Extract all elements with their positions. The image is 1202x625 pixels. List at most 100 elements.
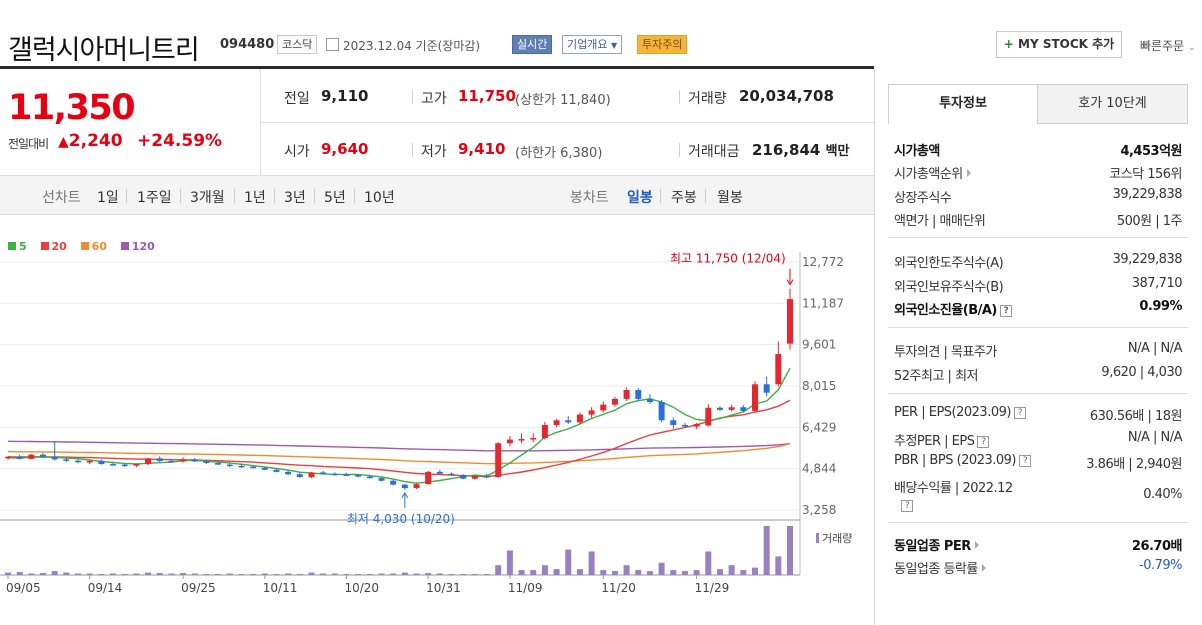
volume-value: 20,034,708: [739, 87, 834, 105]
period-5y[interactable]: 5년: [324, 190, 346, 206]
separator: [660, 189, 661, 203]
candle-chart-label: 봉차트: [570, 190, 609, 206]
high-value: 11,750: [458, 87, 516, 105]
volume-bar: [145, 572, 152, 575]
candle-body: [728, 407, 735, 410]
candle-body: [203, 461, 210, 464]
price-chart[interactable]: 12,772 11,187 9,601 8,015 6,429 4,844 3,258 09/…: [0, 252, 874, 602]
x-tick-label: 09/14: [88, 581, 123, 595]
separator: [412, 90, 413, 104]
period-daily[interactable]: 일봉: [627, 190, 653, 206]
legend-ma5: 5: [8, 240, 27, 253]
info-row: 외국인소진율(B/A)? 0.99%: [894, 299, 1182, 318]
candle-body: [145, 458, 152, 465]
candle-body: [775, 354, 782, 385]
warning-badge: 투자주의: [637, 35, 688, 54]
change-value: ▲2,240: [58, 131, 123, 151]
candle-body: [530, 438, 537, 440]
period-1d[interactable]: 1일: [97, 190, 119, 206]
info-row: 배당수익률 | 2022.12? 0.40%: [894, 481, 1182, 512]
candle-body: [693, 423, 700, 427]
info-row[interactable]: 동일업종 PER 26.70배: [894, 539, 1183, 554]
volume-bar: [226, 573, 233, 575]
volume-bar: [51, 571, 58, 575]
volume-bar: [28, 573, 35, 575]
low-value: 9,410: [458, 140, 506, 158]
candle-body: [285, 471, 292, 475]
volume-bar: [681, 571, 688, 575]
candle-body: [553, 420, 560, 425]
candle-body: [16, 456, 23, 459]
quick-order-button[interactable]: 빠른주문 ⌄: [1140, 37, 1196, 54]
open-value: 9,640: [321, 140, 369, 158]
company-overview-dropdown[interactable]: 기업개요 ▼: [562, 35, 623, 54]
volume-label: 거래량: [822, 532, 852, 545]
volume-bar: [576, 569, 583, 575]
volume-bar: [460, 574, 467, 575]
candle-body: [121, 464, 128, 467]
legend-swatch: [120, 242, 129, 250]
candle-body: [413, 484, 420, 489]
period-monthly[interactable]: 월봉: [717, 190, 743, 206]
tab-invest-info[interactable]: 투자정보: [888, 84, 1038, 124]
trade-value: 216,844 백만: [752, 140, 849, 159]
volume-bar: [518, 570, 525, 575]
info-row: 액면가 | 매매단위 500원 | 1주: [894, 214, 1183, 229]
lower-limit: (하한가 6,380): [515, 146, 603, 161]
period-1w[interactable]: 1주일: [137, 190, 172, 206]
volume-bar: [261, 573, 268, 575]
trade-value-label: 거래대금: [688, 144, 740, 160]
tab-orderbook[interactable]: 호가 10단계: [1037, 84, 1188, 124]
chevron-down-icon: ⌄: [1188, 43, 1196, 53]
up-triangle-icon: ▲: [58, 134, 69, 150]
high-label: 고가: [421, 91, 447, 107]
ma5-line: [7, 367, 791, 484]
realtime-button[interactable]: 실시간: [512, 35, 553, 54]
candle-body: [576, 414, 583, 423]
candle-body: [378, 478, 385, 481]
change-percent: +24.59%: [137, 131, 223, 151]
volume-bar: [343, 574, 350, 575]
top-divider: [0, 66, 874, 69]
candle-body: [401, 484, 408, 489]
volume-swatch: [816, 533, 819, 543]
volume-bar: [331, 573, 338, 575]
help-icon[interactable]: ?: [999, 305, 1012, 317]
candle-body: [600, 404, 607, 411]
info-row[interactable]: 시가총액순위 코스닥 156위: [894, 167, 1182, 182]
y-tick-label: 11,187: [802, 296, 844, 310]
candle-body: [180, 459, 187, 462]
period-weekly[interactable]: 주봉: [671, 190, 697, 206]
help-icon[interactable]: ?: [1013, 407, 1026, 419]
info-row[interactable]: 동일업종 등락률 -0.79%: [894, 558, 1183, 577]
period-3y[interactable]: 3년: [284, 190, 306, 206]
candle-body: [40, 454, 47, 457]
volume-bar: [483, 574, 490, 575]
volume-bar: [390, 573, 397, 575]
candle-body: [716, 407, 723, 410]
help-icon[interactable]: ?: [901, 500, 913, 512]
help-icon[interactable]: ?: [1018, 455, 1031, 467]
help-icon[interactable]: ?: [977, 436, 990, 448]
candle-body: [390, 480, 397, 485]
high-annotation: 최고 11,750 (12/04): [670, 252, 786, 266]
lower-label: 하한가: [520, 146, 556, 161]
volume-bar: [565, 549, 572, 575]
volume-bar: [425, 573, 432, 575]
volume-bar: [658, 562, 665, 575]
open-label: 시가: [284, 144, 310, 160]
period-1y[interactable]: 1년: [244, 190, 266, 206]
candle-body: [168, 460, 175, 463]
date-note: 기준(장마감): [415, 39, 481, 53]
period-3m[interactable]: 3개월: [190, 190, 225, 206]
quick-order-label: 빠른주문: [1140, 39, 1185, 53]
volume-bar: [133, 573, 140, 575]
candle-body: [541, 424, 548, 439]
info-row: 외국인한도주식수(A) 39,229,838: [894, 252, 1183, 271]
candle-body: [670, 420, 677, 425]
period-10y[interactable]: 10년: [364, 190, 395, 206]
candle-body: [448, 473, 455, 476]
add-mystock-button[interactable]: + MY STOCK 추가: [996, 31, 1122, 58]
ma60-line: [7, 443, 791, 465]
candle-body: [51, 456, 58, 460]
